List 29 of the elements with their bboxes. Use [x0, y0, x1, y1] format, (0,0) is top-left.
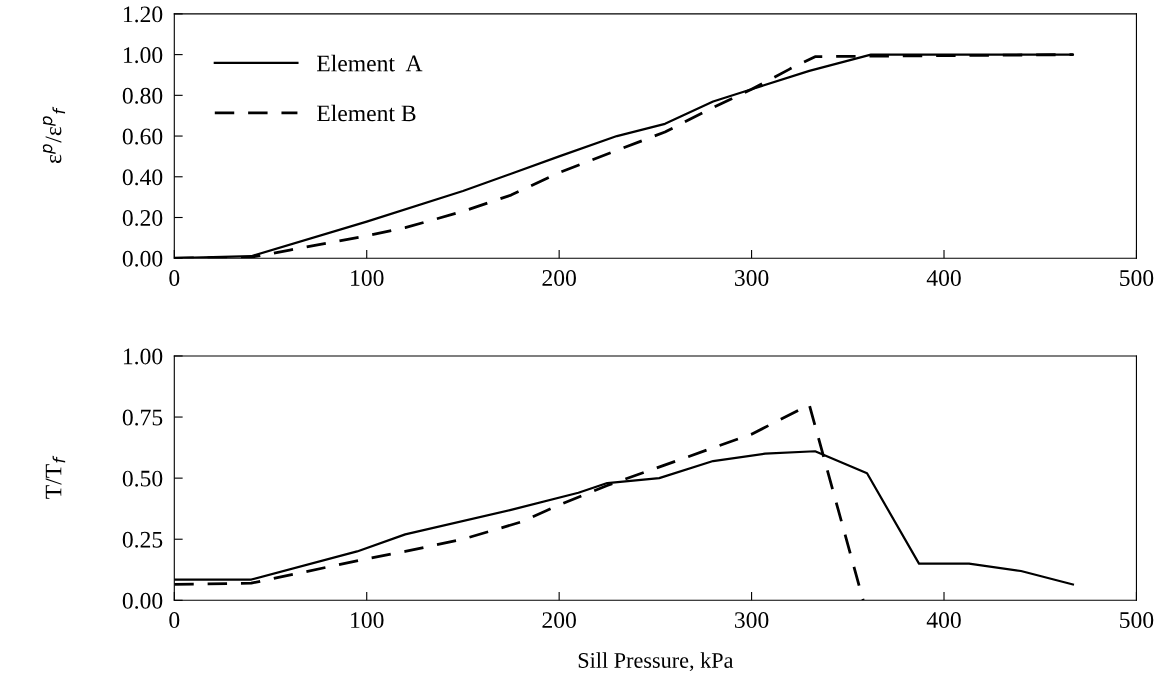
legend-label: Element A: [317, 54, 423, 72]
x-tick-label: 200: [542, 270, 576, 286]
legend-label: Element B: [317, 104, 416, 122]
y-axis-title: T/T$_{f}$: [45, 455, 66, 499]
y-tick-label: 0.00: [122, 592, 163, 609]
x-tick-label: 0: [169, 270, 180, 286]
y-tick-label: 0.00: [122, 250, 163, 267]
y-tick-label: 0.40: [122, 169, 163, 186]
y-tick-label: 0.50: [122, 470, 163, 487]
y-tick-label: 0.75: [122, 409, 163, 426]
y-tick-label: 0.25: [122, 531, 163, 548]
x-tick-label: 0: [169, 612, 180, 629]
x-tick-label: 500: [1120, 612, 1154, 629]
x-tick-label: 100: [351, 612, 384, 629]
y-tick-label: 1.00: [123, 348, 163, 365]
y-axis-title: ε$^{p}$/ε$^{p}$$_{f}$: [42, 106, 66, 164]
y-tick-label: 1.20: [123, 6, 163, 23]
x-tick-label: 100: [351, 270, 384, 286]
x-axis-title: Sill Pressure, kPa: [578, 652, 734, 672]
x-tick-label: 300: [735, 612, 769, 629]
y-tick-label: 1.00: [123, 47, 163, 64]
y-tick-label: 0.20: [122, 209, 163, 227]
x-tick-label: 200: [542, 612, 576, 629]
x-tick-label: 500: [1120, 270, 1154, 286]
y-tick-label: 0.80: [122, 87, 163, 104]
y-tick-label: 0.60: [122, 128, 163, 145]
x-tick-label: 400: [926, 270, 961, 286]
x-tick-label: 400: [926, 612, 961, 629]
x-tick-label: 300: [735, 270, 769, 286]
